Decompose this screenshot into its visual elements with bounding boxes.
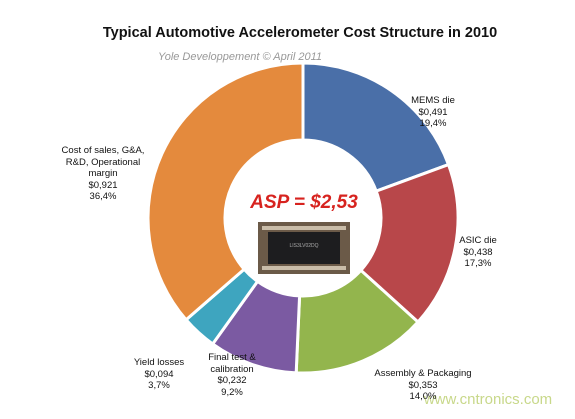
value-label: 3,7% xyxy=(148,380,170,391)
value-label: 36,4% xyxy=(89,191,117,202)
category-label: ASIC die xyxy=(459,235,497,246)
chip-image: LIS3LV02DQ xyxy=(258,222,350,274)
slice-label: MEMS die $0,491 19,4% xyxy=(398,95,468,130)
value-label: 14,0% xyxy=(409,391,437,402)
watermark: www.cntronics.com xyxy=(423,391,552,408)
category-label: Cost of sales, G&A, R&D, Operational mar… xyxy=(61,145,145,179)
slice-label: Final test & calibration $0,232 9,2% xyxy=(200,352,264,398)
value-label: 17,3% xyxy=(464,258,492,269)
slice xyxy=(146,61,305,322)
slice-label: Cost of sales, G&A, R&D, Operational mar… xyxy=(58,145,148,203)
value-label: 19,4% xyxy=(419,118,447,129)
slice-label: ASIC die $0,438 17,3% xyxy=(448,235,508,270)
cost-label: $0,353 xyxy=(408,379,438,391)
chart-subtitle: Yole Developpement © April 2011 xyxy=(158,51,322,63)
cost-label: $0,094 xyxy=(144,368,174,380)
cost-label: $0,491 xyxy=(418,106,448,118)
slice xyxy=(358,162,460,325)
slice xyxy=(301,61,451,194)
cost-label: $0,921 xyxy=(88,179,118,191)
cost-label: $0,438 xyxy=(463,246,493,258)
category-label: Assembly & Packaging xyxy=(374,368,472,379)
cost-label: $0,232 xyxy=(217,375,247,386)
asp-annotation: ASP = $2,53 xyxy=(249,192,358,213)
slice-label: Assembly & Packaging $0,353 14,0% xyxy=(368,368,478,403)
category-label: MEMS die xyxy=(411,95,455,106)
svg-text:LIS3LV02DQ: LIS3LV02DQ xyxy=(289,243,318,249)
category-label: Yield losses xyxy=(133,357,185,368)
category-label: Final test & calibration xyxy=(208,352,256,375)
donut xyxy=(146,61,460,375)
slice-label: Yield losses $0,094 3,7% xyxy=(128,357,190,392)
chart-title: Typical Automotive Accelerometer Cost St… xyxy=(103,25,497,41)
value-label: 9,2% xyxy=(221,386,243,398)
